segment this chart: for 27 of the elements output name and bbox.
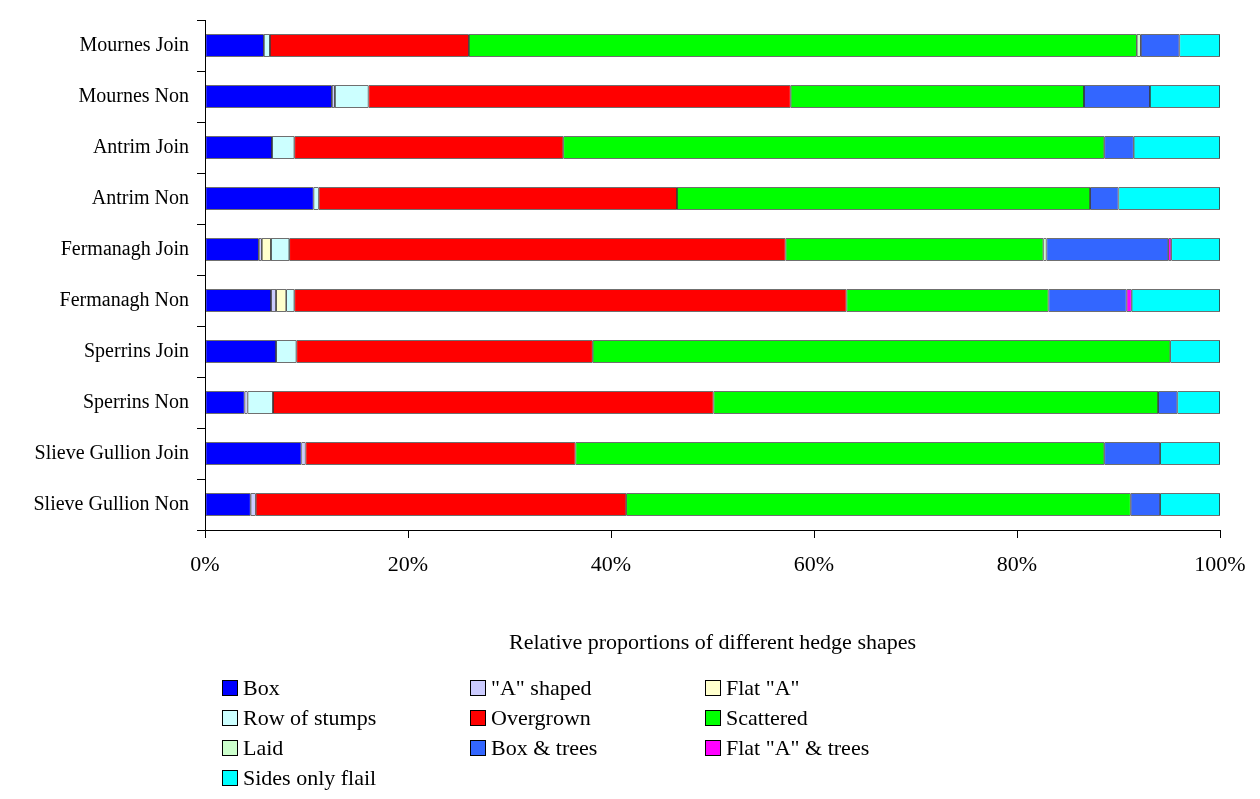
y-tick-label: Sperrins Non: [82, 389, 189, 413]
legend-label: Box: [243, 675, 280, 700]
y-tick-label: Mournes Join: [79, 32, 189, 55]
y-tick-label: Slieve Gullion Non: [33, 491, 189, 514]
x-tick-label: 40%: [590, 550, 632, 576]
x-tick-label: 0%: [190, 550, 220, 576]
legend-label: "A" shaped: [491, 675, 592, 700]
legend-label: Scattered: [726, 705, 808, 730]
legend-label: Overgrown: [491, 705, 591, 730]
y-tick-label: Fermanagh Non: [59, 287, 189, 311]
y-tick-label: Mournes Non: [78, 83, 189, 106]
y-tick-label: Slieve Gullion Join: [34, 440, 189, 463]
x-tick-label: 20%: [387, 550, 429, 576]
y-tick-label: Fermanagh Join: [60, 236, 189, 260]
legend-label: Flat "A": [726, 675, 800, 700]
x-tick-label: 80%: [996, 550, 1038, 576]
y-tick-label: Antrim Join: [92, 134, 189, 157]
y-tick-label: Sperrins Join: [84, 338, 189, 362]
legend-label: Sides only flail: [243, 765, 377, 790]
legend-label: Flat "A" & trees: [726, 735, 870, 760]
legend-label: Laid: [243, 735, 284, 760]
y-tick-label: Antrim Non: [91, 185, 189, 208]
x-tick-label: 100%: [1194, 550, 1246, 576]
x-axis-title: Relative proportions of different hedge shapes: [508, 628, 917, 654]
legend-label: Row of stumps: [243, 705, 377, 730]
x-tick-label: 60%: [793, 550, 835, 576]
legend-label: Box & trees: [491, 735, 598, 760]
